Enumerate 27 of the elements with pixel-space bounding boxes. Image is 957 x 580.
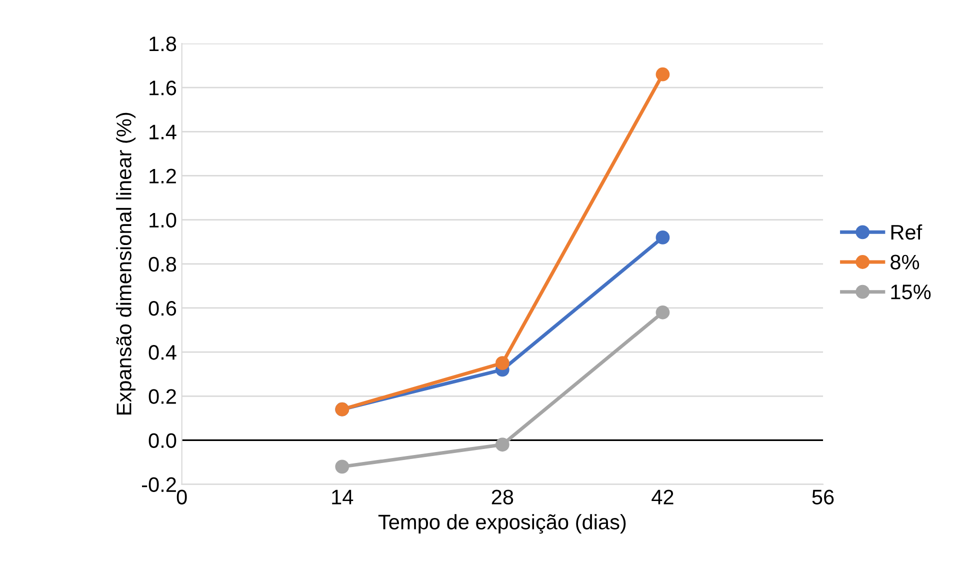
x-tick-label: 0: [176, 490, 187, 504]
y-axis-title: Expansão dimensional linear (%): [116, 112, 136, 414]
point: [656, 230, 670, 244]
point: [335, 460, 350, 474]
y-tick-label: 1.8: [150, 36, 176, 52]
y-tick-label: 1.4: [150, 124, 176, 140]
y-tick-label: 0.2: [148, 389, 176, 404]
y-tick-label: 0.0: [148, 433, 176, 448]
x-tick-label: 28: [492, 490, 514, 504]
y-tick-label: 0.4: [148, 345, 176, 360]
point: [656, 67, 670, 82]
y-tick-label: 0.8: [148, 256, 176, 272]
legend-label: 15%: [891, 284, 931, 300]
x-tick-label: 42: [652, 490, 674, 504]
y-tick-label: 1.0: [150, 212, 176, 228]
x-tick-label: 56: [812, 490, 834, 504]
y-tick-label: -0.2: [142, 477, 176, 492]
point: [495, 356, 510, 370]
y-tick-label: 0.6: [148, 300, 176, 316]
x-tick-label: 14: [332, 490, 354, 504]
y-tick-label: 1.2: [150, 168, 176, 184]
x-axis-title: Tempo de exposição (dias): [378, 514, 626, 534]
legend-label: Ref: [891, 224, 922, 240]
y-tick-label: 1.6: [150, 80, 176, 96]
legend-label: 8%: [890, 254, 920, 270]
point: [495, 438, 510, 452]
point: [656, 305, 670, 320]
